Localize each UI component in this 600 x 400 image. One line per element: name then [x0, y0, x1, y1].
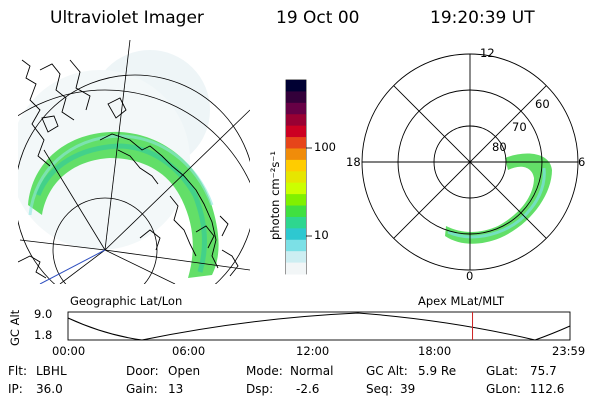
timeline-xtick-1200: 12:00: [296, 344, 330, 358]
sun-direction-line: [39, 249, 106, 284]
colorbar-band: [286, 159, 306, 172]
instrument-title: Ultraviolet Imager: [50, 8, 204, 28]
colorbar-band: [286, 148, 306, 161]
ip-value: 36.0: [36, 382, 63, 396]
timeline-ytick-bottom: 1.8: [34, 328, 53, 342]
colorbar-band: [286, 171, 306, 184]
timeline-xtick-0600: 06:00: [172, 344, 206, 358]
colorbar-tick-10: 10: [314, 228, 329, 242]
door-label: Door:: [126, 364, 159, 378]
mlat-label-70: 70: [512, 120, 527, 134]
dsp-value: -2.6: [296, 382, 320, 396]
dsp-label: Dsp:: [246, 382, 274, 396]
colorbar-band: [286, 251, 306, 264]
timeline-xtick-1800: 18:00: [418, 344, 452, 358]
orbit-altitude-curve: [67, 312, 571, 341]
glon-value: 112.6: [530, 382, 565, 396]
right-panel-caption: Apex MLat/MLT: [418, 294, 505, 308]
colorbar-band: [286, 194, 306, 207]
filter-value: LBHL: [36, 364, 67, 378]
filter-label: Flt:: [8, 364, 27, 378]
auroral-oval-right: [445, 153, 552, 244]
colorbar-band: [286, 102, 306, 115]
timeline-xtick-0000: 00:00: [52, 344, 86, 358]
colorbar-band: [286, 262, 306, 275]
seq-label: Seq:: [366, 382, 393, 396]
colorbar-band: [286, 114, 306, 127]
colorbar-tick-100: 100: [314, 140, 336, 154]
colorbar-band: [286, 137, 306, 149]
lat-lon-grid: [18, 40, 250, 284]
observation-date: 19 Oct 00: [276, 8, 360, 28]
mlt-label-dusk: 18: [346, 155, 361, 169]
mode-value: Normal: [290, 364, 334, 378]
gc-alt-value: 5.9 Re: [418, 364, 457, 378]
colorbar-band: [286, 80, 306, 92]
timeline-ylabel: GC Alt: [8, 309, 22, 346]
seq-value: 39: [400, 382, 416, 396]
colorbar-band: [286, 91, 306, 104]
gain-value: 13: [168, 382, 184, 396]
door-value: Open: [168, 364, 201, 378]
colorbar-band: [286, 125, 306, 138]
glat-value: 75.7: [530, 364, 557, 378]
mlat-label-80: 80: [492, 140, 507, 154]
mode-label: Mode:: [246, 364, 283, 378]
colorbar-band: [286, 205, 306, 218]
mlt-label-noon: 12: [480, 46, 495, 60]
glon-label: GLon:: [486, 382, 521, 396]
colorbar-band: [286, 239, 306, 252]
observation-time: 19:20:39 UT: [430, 8, 535, 28]
mlt-label-midnight: 0: [466, 269, 474, 283]
colorbar-band: [286, 228, 306, 241]
gc-alt-label: GC Alt:: [366, 364, 408, 378]
magnetic-polar-plot: [361, 53, 579, 271]
coastlines: [18, 59, 239, 279]
ip-label: IP:: [8, 382, 23, 396]
colorbar-band: [286, 216, 306, 229]
mlt-label-dawn: 6: [578, 155, 586, 169]
timeline-xtick-2359: 23:59: [552, 344, 586, 358]
timeline-ytick-top: 9.0: [34, 307, 53, 321]
timeline-plot: [67, 311, 571, 341]
colorbar-unit-label: photon cm⁻²s⁻¹: [268, 151, 282, 240]
colorbar: [285, 79, 312, 275]
glat-label: GLat:: [486, 364, 519, 378]
left-panel-caption: Geographic Lat/Lon: [70, 294, 183, 308]
colorbar-band: [286, 182, 306, 195]
mlat-label-60: 60: [535, 97, 550, 111]
gain-label: Gain:: [126, 382, 158, 396]
